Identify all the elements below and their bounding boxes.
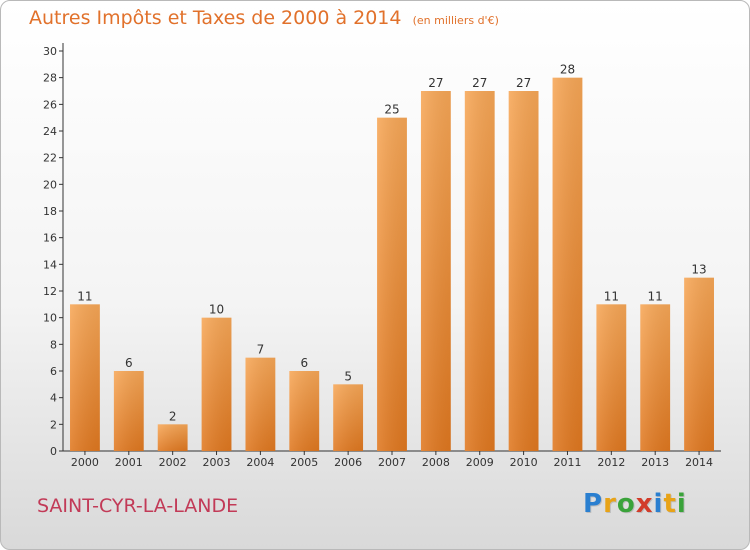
data-label-2010: 27 [516, 76, 531, 90]
logo-letter: o [616, 489, 636, 519]
data-label-2000: 11 [77, 289, 92, 303]
bar-shade-2000 [70, 304, 100, 451]
bar-shade-2007 [377, 117, 407, 452]
x-tick-label-2006: 2006 [334, 456, 362, 469]
x-tick-label-2007: 2007 [378, 456, 406, 469]
x-tick-label-2004: 2004 [246, 456, 274, 469]
chart-subtitle: (en milliers d'€) [412, 14, 499, 27]
data-labels: 11 6 2 10 7 6 5 25 27 27 27 28 11 11 13 [77, 63, 706, 424]
y-tick-label: 30 [43, 45, 57, 58]
logo-letter: r [603, 489, 617, 519]
bar-shade-2009 [464, 91, 495, 451]
x-tick-label-2009: 2009 [466, 456, 494, 469]
logo-letter: P [583, 489, 604, 519]
data-label-2013: 11 [648, 289, 663, 303]
proxiti-logo: Proxiti [583, 489, 687, 519]
bar-shade-2014 [684, 277, 714, 451]
data-label-2009: 27 [472, 76, 487, 90]
bar-shade-2002 [157, 424, 188, 451]
x-tick-label-2014: 2014 [685, 456, 713, 469]
y-tick-label: 14 [43, 258, 57, 271]
y-tick-label: 12 [43, 285, 57, 298]
data-label-2008: 27 [428, 76, 443, 90]
bar-shade-2004 [245, 357, 276, 451]
x-tick-label-2008: 2008 [422, 456, 450, 469]
y-tick-label: 20 [43, 178, 57, 191]
x-axis: 2000 2001 2002 2003 2004 2005 2006 2007 2008 2009… [63, 450, 721, 469]
x-tick-label-2013: 2013 [641, 456, 669, 469]
y-tick-label: 8 [50, 338, 57, 351]
x-tick-label-2010: 2010 [510, 456, 538, 469]
x-tick-label-2001: 2001 [115, 456, 143, 469]
bar-shade-2010 [508, 91, 539, 451]
data-label-2003: 10 [209, 303, 224, 317]
logo-letter: t [663, 489, 677, 519]
y-tick-label: 10 [43, 312, 57, 325]
bar-shade-2001 [113, 371, 144, 451]
x-tick-label-2000: 2000 [71, 456, 99, 469]
title-row: Autres Impôts et Taxes de 2000 à 2014 (e… [29, 7, 499, 29]
data-label-2004: 7 [257, 343, 265, 357]
y-tick-label: 16 [43, 232, 57, 245]
data-label-2014: 13 [691, 263, 706, 277]
logo-letter: i [653, 489, 664, 519]
y-tick-label: 24 [43, 125, 57, 138]
y-tick-label: 4 [50, 392, 57, 405]
bars [70, 77, 714, 452]
y-tick-label: 26 [43, 98, 57, 111]
bar-shade-2012 [596, 304, 627, 451]
y-tick-label: 28 [43, 72, 57, 85]
data-label-2001: 6 [125, 356, 133, 370]
x-tick-label-2002: 2002 [159, 456, 187, 469]
y-tick-label: 0 [50, 445, 57, 458]
x-tick-label-2003: 2003 [203, 456, 231, 469]
logo-letter: i [676, 489, 687, 519]
x-tick-label-2012: 2012 [597, 456, 625, 469]
data-label-2011: 28 [560, 63, 575, 77]
bar-shade-2008 [420, 91, 451, 451]
y-tick-label: 22 [43, 152, 57, 165]
data-label-2012: 11 [604, 289, 619, 303]
y-tick-label: 18 [43, 205, 57, 218]
chart-title: Autres Impôts et Taxes de 2000 à 2014 [29, 7, 402, 29]
x-tick-label-2005: 2005 [290, 456, 318, 469]
place-name: SAINT-CYR-LA-LANDE [37, 495, 239, 517]
y-tick-label: 6 [50, 365, 57, 378]
x-tick-label-2011: 2011 [553, 456, 581, 469]
bar-shade-2003 [201, 317, 232, 451]
logo-letter: x [635, 489, 654, 519]
bar-shade-2005 [289, 371, 320, 451]
data-label-2005: 6 [300, 356, 308, 370]
bar-shade-2011 [552, 77, 583, 452]
data-label-2007: 25 [384, 103, 399, 117]
data-label-2002: 2 [169, 409, 177, 423]
bar-shade-2013 [640, 304, 671, 451]
y-tick-label: 2 [50, 418, 57, 431]
bar-shade-2006 [333, 384, 364, 451]
data-label-2006: 5 [344, 369, 352, 383]
